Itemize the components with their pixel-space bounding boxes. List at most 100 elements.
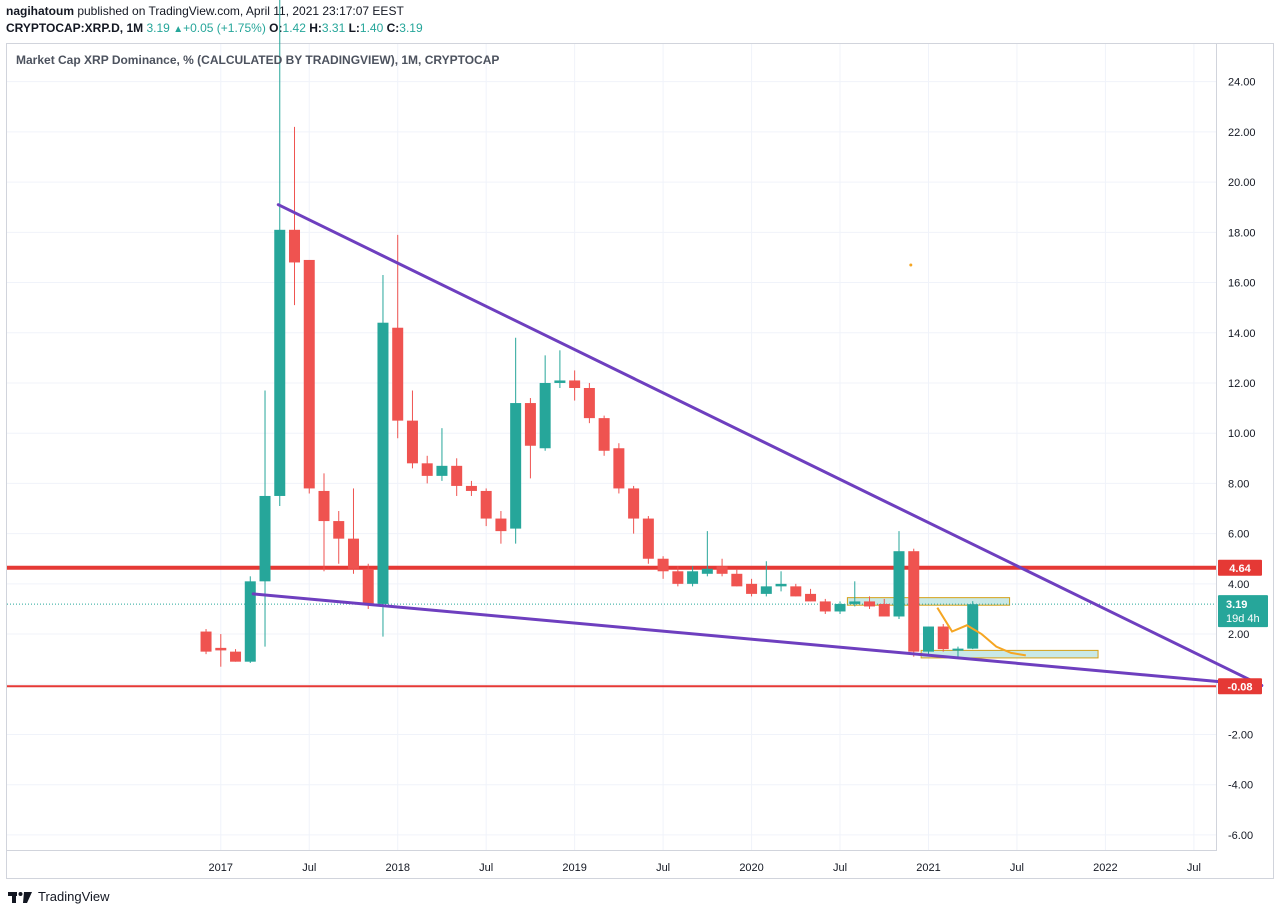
candle-body [819, 601, 831, 612]
candle-body [834, 603, 846, 612]
candle-body [289, 229, 301, 263]
candle-body [200, 631, 212, 652]
candle-body [583, 387, 595, 419]
x-tick-label: 2018 [385, 862, 409, 874]
candle-body [598, 418, 610, 451]
candle-body [701, 568, 713, 574]
header-info: nagihatoum published on TradingView.com,… [6, 3, 423, 38]
x-tick-label: 2022 [1093, 862, 1117, 874]
resistance-4.64-tag [1218, 559, 1262, 576]
candles [200, 0, 979, 667]
y-tick-label: 8.00 [1228, 478, 1249, 490]
open-label: O: [269, 21, 283, 35]
x-tick-label: 2019 [562, 862, 586, 874]
candle-body [569, 380, 581, 388]
tradingview-logo-icon[interactable] [8, 890, 32, 904]
y-tick-label: 22.00 [1228, 127, 1256, 139]
y-tick-label: 10.00 [1228, 428, 1256, 440]
x-tick-label: 2021 [916, 862, 940, 874]
candle-body [628, 488, 640, 519]
x-tick-label: Jul [1187, 862, 1201, 874]
footer: TradingView [8, 889, 110, 904]
x-tick-label: 2020 [739, 862, 763, 874]
y-tick-label: 12.00 [1228, 378, 1256, 390]
candle-body [849, 601, 861, 604]
candle-body [436, 465, 448, 476]
candle-body [967, 604, 979, 649]
y-tick-labels: 24.00 22.00 20.00 18.00 16.00 14.00 12.00 10.00… [1228, 77, 1256, 842]
y-tick-label: -2.00 [1228, 729, 1253, 741]
y-tick-label: 16.00 [1228, 278, 1256, 290]
candle-body [937, 626, 949, 650]
candle-body [259, 495, 271, 582]
last-price-tag [1218, 595, 1268, 628]
candle-body [303, 259, 315, 489]
candle-body [362, 568, 374, 604]
x-tick-label: Jul [479, 862, 493, 874]
candle-body [805, 593, 817, 602]
candle-body [893, 551, 905, 617]
y-tick-label: 14.00 [1228, 328, 1256, 340]
last-value: 3.19 [146, 21, 170, 35]
y-tick-label: 2.00 [1228, 629, 1249, 641]
footer-brand[interactable]: TradingView [38, 889, 110, 904]
candle-body [274, 229, 286, 496]
candle-body [333, 521, 345, 539]
publish-line: nagihatoum published on TradingView.com,… [6, 3, 423, 20]
candle-body [318, 490, 330, 522]
x-tick-label: 2017 [209, 862, 233, 874]
orange-marker [909, 263, 913, 267]
low-value: 1.40 [359, 21, 384, 35]
resistance-4.64-label: 4.64 [1229, 563, 1251, 575]
candle-body [215, 647, 227, 651]
candle-body [878, 603, 890, 617]
open-value: 1.42 [282, 21, 306, 35]
candle-body [480, 490, 492, 519]
candle-body [510, 403, 522, 529]
price-axis[interactable] [1217, 43, 1274, 851]
y-tick-label: 20.00 [1228, 177, 1256, 189]
low-label: L: [348, 21, 360, 35]
y-tick-label: 24.00 [1228, 77, 1256, 89]
candle-body [347, 538, 359, 569]
candle-body [465, 485, 477, 491]
symbol-label[interactable]: CRYPTOCAP:XRP.D, 1M [6, 21, 144, 35]
x-tick-labels: 2017 Jul 2018 Jul 2019 Jul 2020 Jul 2021 Jul 2022 J… [209, 862, 1201, 874]
upper-trendline [276, 203, 1264, 688]
candle-body [672, 571, 684, 584]
close-value: 3.19 [399, 21, 423, 35]
candle-body [716, 566, 728, 574]
upper-zone [846, 597, 1011, 606]
published-text: published on TradingView.com, April 11, … [74, 4, 404, 18]
candle-body [539, 382, 551, 449]
y-tick-label: 4.00 [1228, 579, 1249, 591]
candle-body [922, 626, 934, 652]
candle-body [613, 448, 625, 489]
y-tick-label: 18.00 [1228, 227, 1256, 239]
x-tick-label: Jul [656, 862, 670, 874]
support--0.08-tag [1218, 678, 1262, 695]
time-axis[interactable] [6, 851, 1274, 879]
candle-body [421, 463, 433, 476]
trendlines [251, 203, 1264, 688]
candle-body [524, 403, 536, 446]
candle-body [657, 558, 669, 572]
candle-body [392, 327, 404, 421]
candle-body [864, 601, 876, 607]
chart-pane[interactable] [6, 43, 1217, 851]
close-label: C: [386, 21, 400, 35]
candle-body [760, 586, 772, 594]
y-tick-label: 6.00 [1228, 529, 1249, 541]
candle-body [746, 583, 758, 594]
candle-body [731, 573, 743, 587]
publisher-name[interactable]: nagihatoum [6, 4, 74, 18]
symbol-line: CRYPTOCAP:XRP.D, 1M 3.19 ▲+0.05 (+1.75%)… [6, 20, 423, 38]
lower-trendline [251, 592, 1264, 688]
candle-body [908, 551, 920, 652]
candle-body [790, 586, 802, 597]
candle-body [406, 420, 418, 464]
high-label: H: [309, 21, 322, 35]
last-price-label: 3.19 [1226, 599, 1247, 611]
x-tick-label: Jul [833, 862, 847, 874]
